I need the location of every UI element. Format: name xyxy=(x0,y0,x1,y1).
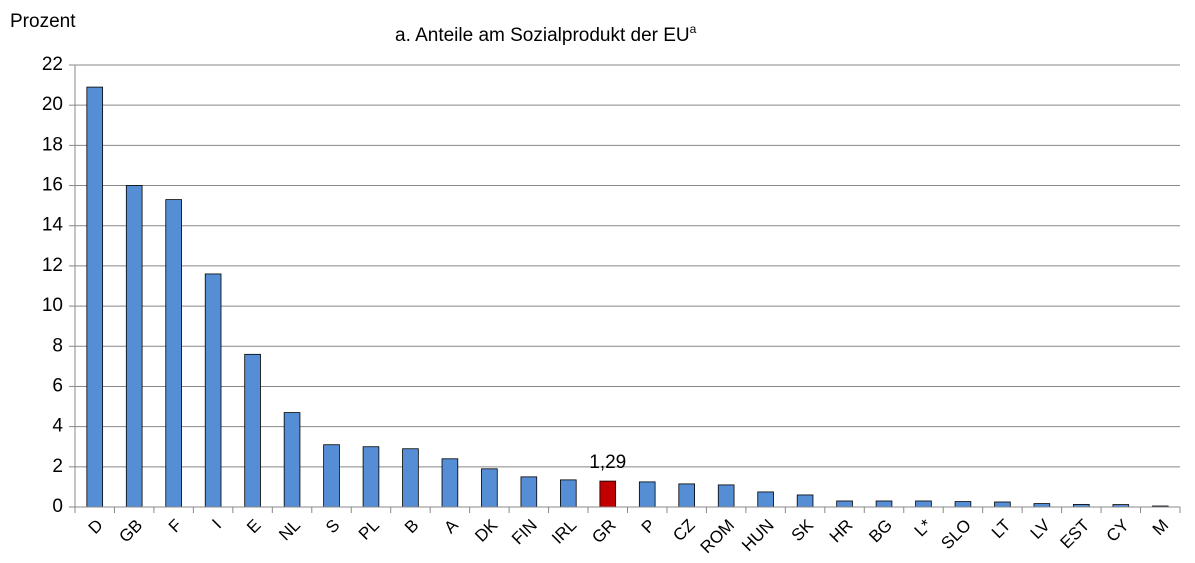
x-tick-label: F xyxy=(165,516,186,537)
x-tick-label: BG xyxy=(865,516,896,547)
x-tick-label: HUN xyxy=(738,516,777,555)
bar xyxy=(836,500,853,508)
y-axis-label: Prozent xyxy=(10,11,76,32)
bar xyxy=(678,483,695,508)
x-tick-label: EST xyxy=(1057,516,1094,553)
y-tick-label: 20 xyxy=(42,94,63,115)
x-tick-label: SLO xyxy=(937,516,974,553)
x-tick-label: LT xyxy=(988,516,1015,543)
bar xyxy=(204,273,222,508)
bar xyxy=(796,494,814,508)
x-tick-label: B xyxy=(401,516,422,537)
x-tick-label: FIN xyxy=(508,516,541,549)
data-label: 1,29 xyxy=(589,452,626,473)
bar xyxy=(362,446,380,508)
bar xyxy=(323,444,340,508)
x-tick-label: GB xyxy=(115,516,146,547)
bar xyxy=(86,86,104,508)
y-tick-label: 4 xyxy=(52,416,63,437)
y-tick-label: 2 xyxy=(52,456,63,477)
y-tick-label: 16 xyxy=(42,175,63,196)
title-text: a. Anteile am Sozialprodukt der EU xyxy=(395,25,690,46)
x-tick-label: PL xyxy=(355,516,383,544)
bar xyxy=(481,468,498,508)
bar xyxy=(283,412,301,508)
x-tick-label: DK xyxy=(471,515,502,546)
x-tick-label: NL xyxy=(275,516,304,545)
x-tick-label: SK xyxy=(788,515,818,545)
bar xyxy=(441,458,459,508)
y-tick-label: 18 xyxy=(42,134,63,155)
x-tick-label: ROM xyxy=(697,516,738,557)
bar xyxy=(599,480,617,508)
y-tick-label: 12 xyxy=(42,255,63,276)
x-tick-label: GR xyxy=(588,516,619,547)
y-tick-label: 10 xyxy=(42,295,63,316)
x-tick-label: E xyxy=(243,516,264,537)
y-tick-label: 6 xyxy=(52,375,63,396)
bar xyxy=(560,479,577,508)
bar xyxy=(402,448,419,508)
x-tick-label: L* xyxy=(911,515,936,540)
bar xyxy=(638,481,656,508)
x-tick-label: LV xyxy=(1027,515,1055,543)
bar xyxy=(915,500,932,508)
bar xyxy=(994,501,1011,508)
y-tick-label: 22 xyxy=(42,54,63,75)
y-tick-label: 0 xyxy=(52,496,63,517)
bar xyxy=(520,476,538,508)
bar xyxy=(757,491,774,508)
x-tick-label: CY xyxy=(1103,516,1133,546)
x-tick-label: D xyxy=(85,516,107,538)
y-tick-label: 8 xyxy=(52,335,63,356)
bar xyxy=(125,185,143,508)
bar xyxy=(244,353,261,508)
chart-title: a. Anteile am Sozialprodukt der EUa xyxy=(395,22,697,46)
x-tick-label: P xyxy=(638,516,659,537)
bar xyxy=(875,500,893,508)
x-tick-label: IRL xyxy=(548,516,580,548)
x-tick-label: HR xyxy=(826,516,857,547)
x-tick-label: S xyxy=(322,516,343,537)
bar xyxy=(1033,503,1051,508)
bar xyxy=(954,501,972,508)
x-tick-label: I xyxy=(208,516,225,533)
x-tick-label: M xyxy=(1149,516,1172,539)
bar xyxy=(165,199,182,508)
x-tick-label: CZ xyxy=(669,516,698,545)
y-tick-label: 14 xyxy=(42,215,64,236)
x-tick-label: A xyxy=(440,515,462,537)
bar xyxy=(717,484,735,508)
title-superscript: a xyxy=(690,22,697,36)
